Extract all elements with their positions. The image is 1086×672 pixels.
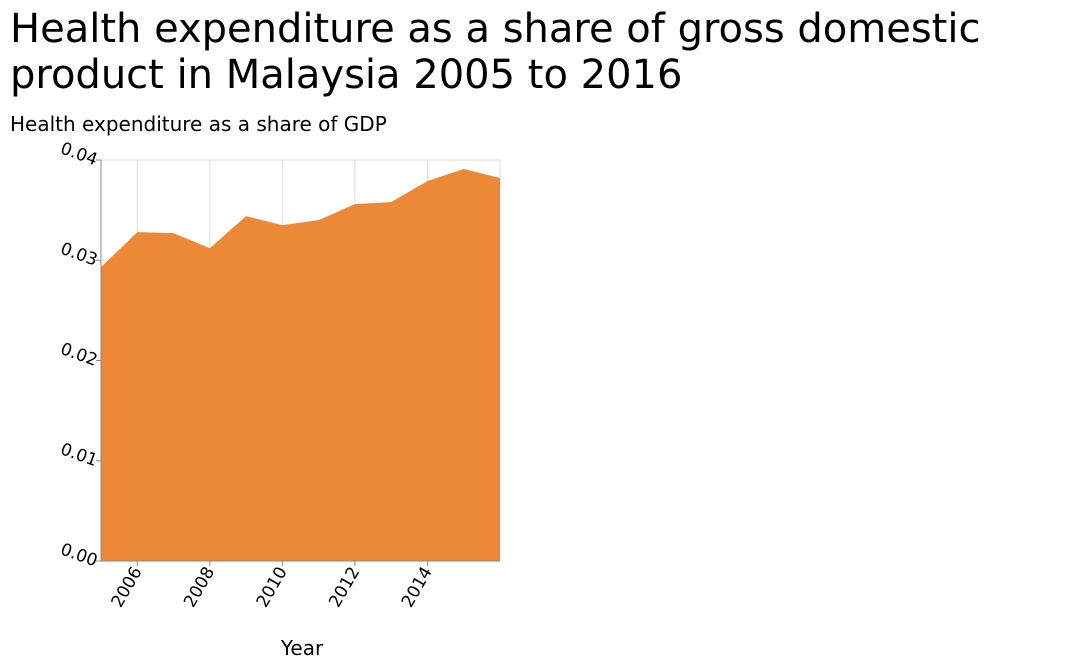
area-series bbox=[101, 169, 500, 561]
x-tick-label: 2010 bbox=[253, 564, 292, 611]
y-tick-label: 0.03 bbox=[58, 239, 100, 271]
y-axis-title: Health expenditure as a share of GDP bbox=[10, 112, 387, 136]
chart-title: Health expenditure as a share of gross d… bbox=[10, 6, 981, 98]
axes bbox=[96, 159, 500, 566]
y-tick-label: 0.00 bbox=[58, 540, 100, 572]
x-tick-label: 2006 bbox=[108, 564, 147, 611]
x-tick-label: 2014 bbox=[398, 564, 437, 611]
y-tick-labels: 0.00 0.01 0.02 0.03 0.04 bbox=[58, 139, 100, 572]
x-axis-title: Year bbox=[280, 636, 324, 660]
x-tick-labels: 2006 2008 2010 2012 2014 bbox=[108, 564, 437, 611]
x-tick-label: 2012 bbox=[325, 564, 364, 611]
x-tick-label: 2008 bbox=[180, 564, 219, 611]
y-tick-label: 0.02 bbox=[58, 339, 100, 371]
y-tick-label: 0.04 bbox=[58, 139, 100, 171]
y-tick-label: 0.01 bbox=[58, 439, 100, 471]
